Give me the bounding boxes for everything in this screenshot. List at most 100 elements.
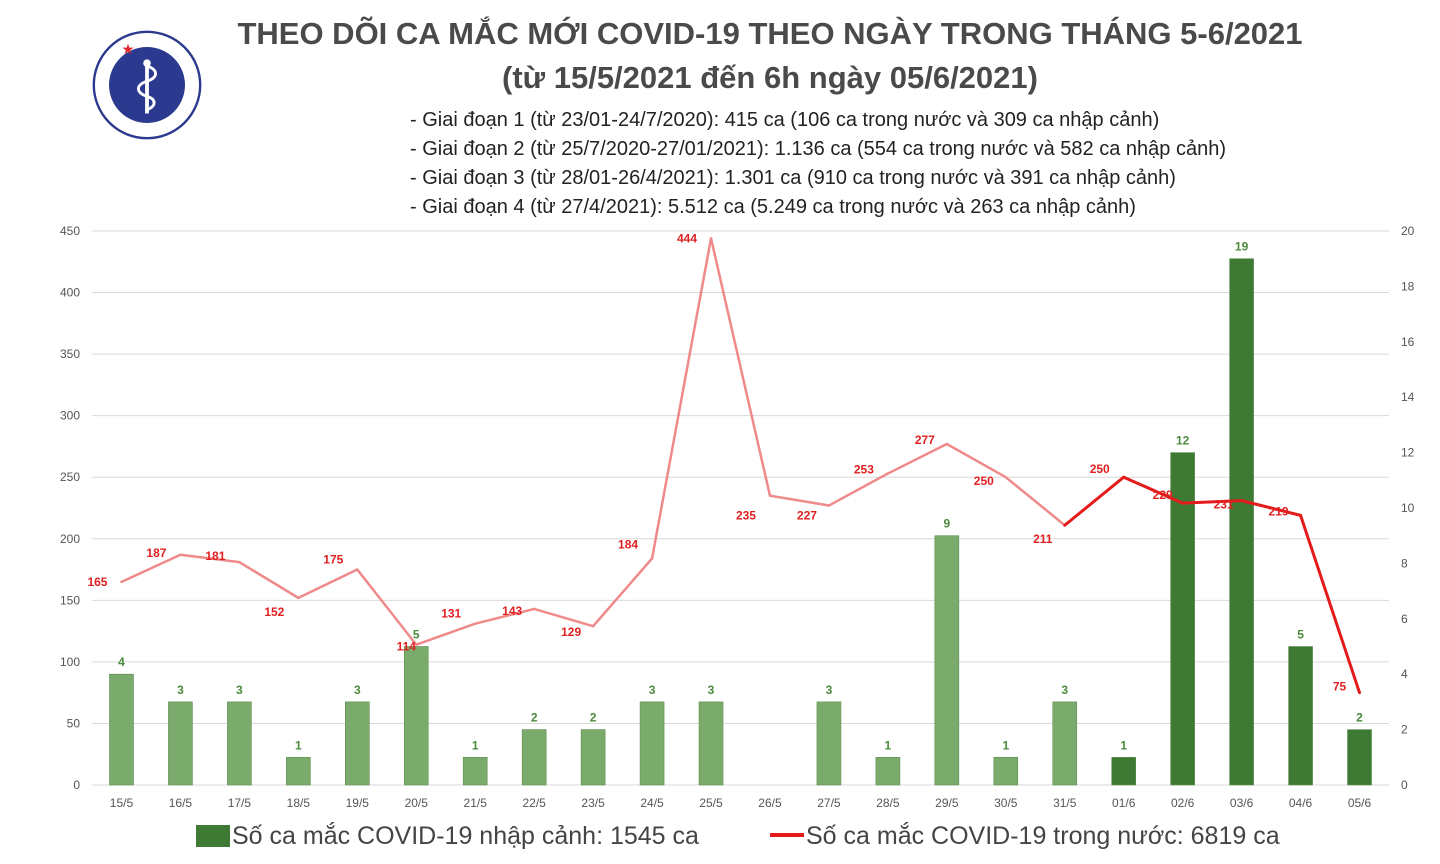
bar-data-label: 5 <box>413 628 420 642</box>
bar-imported-cases <box>875 756 901 786</box>
chart-subtitle: (từ 15/5/2021 đến 6h ngày 05/6/2021) <box>502 60 1038 95</box>
bar-data-label: 1 <box>295 738 302 752</box>
line-data-label: 114 <box>397 640 417 654</box>
line-segment-domestic-cases <box>1122 475 1185 505</box>
line-segment-domestic-cases <box>827 472 890 507</box>
line-data-label: 219 <box>1269 504 1289 518</box>
x-axis-tick-label: 29/5 <box>935 796 959 810</box>
bar-imported-cases <box>109 673 134 786</box>
line-segment-domestic-cases <box>945 442 1008 479</box>
line-data-label: 277 <box>915 433 935 447</box>
line-data-label: 181 <box>205 549 225 563</box>
line-segment-domestic-cases <box>591 557 654 628</box>
bar-data-label: 4 <box>118 655 125 669</box>
legend-line-swatch <box>770 833 804 837</box>
bar-imported-cases <box>1111 756 1137 786</box>
line-data-label: 187 <box>146 546 166 560</box>
line-segment-domestic-cases <box>650 237 713 560</box>
right-axis-tick-label: 18 <box>1401 279 1415 293</box>
legend-bar-swatch <box>196 825 230 847</box>
x-axis-tick-label: 17/5 <box>228 796 252 810</box>
right-axis-tick-label: 16 <box>1401 335 1415 349</box>
line-data-label: 184 <box>618 537 638 551</box>
x-axis-tick-label: 01/6 <box>1112 796 1136 810</box>
line-data-label: 143 <box>502 604 522 618</box>
x-axis-tick-label: 04/6 <box>1289 796 1313 810</box>
bar-imported-cases <box>639 701 665 786</box>
line-data-label: 253 <box>854 463 874 477</box>
phase-summary-list: - Giai đoạn 1 (từ 23/01-24/7/2020): 415 … <box>410 106 1226 222</box>
left-axis-tick-label: 250 <box>60 470 80 484</box>
legend-line: Số ca mắc COVID-19 trong nước: 6819 ca <box>770 822 1280 851</box>
x-axis-tick-label: 22/5 <box>522 796 546 810</box>
right-axis-tick-label: 10 <box>1401 501 1415 515</box>
bar-data-label: 1 <box>1120 738 1127 752</box>
line-data-label: 444 <box>677 231 697 245</box>
line-segment-domestic-cases <box>473 607 536 625</box>
bar-data-label: 1 <box>472 738 479 752</box>
line-data-label: 211 <box>1033 532 1053 546</box>
line-data-label: 129 <box>561 625 581 639</box>
x-axis-tick-label: 15/5 <box>110 796 134 810</box>
bar-data-label: 3 <box>1061 683 1068 697</box>
line-data-label: 250 <box>974 474 994 488</box>
bar-imported-cases <box>521 729 547 786</box>
phase-4-summary: - Giai đoạn 4 (từ 27/4/2021): 5.512 ca (… <box>410 196 1136 218</box>
line-segment-domestic-cases <box>415 622 477 646</box>
left-axis-tick-label: 0 <box>73 778 80 792</box>
phase-2-summary: - Giai đoạn 2 (từ 25/7/2020-27/01/2021):… <box>410 138 1226 160</box>
line-segment-domestic-cases <box>768 494 831 507</box>
left-axis-tick-label: 200 <box>60 532 80 546</box>
line-segment-domestic-cases <box>1299 513 1362 695</box>
bar-imported-cases <box>1229 258 1254 786</box>
bar-data-label: 3 <box>708 683 715 697</box>
right-axis-tick-label: 20 <box>1401 224 1415 238</box>
line-data-label: 165 <box>87 575 107 589</box>
bar-data-label: 5 <box>1297 628 1304 642</box>
left-axis-tick-label: 100 <box>60 655 80 669</box>
bar-imported-cases <box>580 729 606 786</box>
bar-data-label: 9 <box>943 517 950 531</box>
bar-data-label: 1 <box>1002 738 1009 752</box>
x-axis-tick-label: 05/6 <box>1348 796 1372 810</box>
bar-imported-cases <box>993 756 1019 786</box>
line-segment-domestic-cases <box>886 442 949 475</box>
line-segment-domestic-cases <box>179 553 241 564</box>
bar-data-label: 2 <box>590 711 597 725</box>
line-data-label: 235 <box>736 509 756 523</box>
right-axis-tick-label: 0 <box>1401 778 1408 792</box>
bar-imported-cases <box>403 646 429 786</box>
bar-imported-cases <box>168 701 193 786</box>
right-axis-tick-label: 12 <box>1401 446 1415 460</box>
line-data-label: 131 <box>441 607 461 621</box>
x-axis-tick-label: 20/5 <box>405 796 429 810</box>
line-segment-domestic-cases <box>297 568 359 600</box>
line-data-label: 250 <box>1090 462 1110 476</box>
right-axis-tick-label: 8 <box>1401 556 1408 570</box>
right-axis-tick-label: 14 <box>1401 390 1415 404</box>
left-axis-tick-label: 350 <box>60 347 80 361</box>
bar-imported-cases <box>462 756 488 786</box>
phase-3-summary: - Giai đoạn 3 (từ 28/01-26/4/2021): 1.30… <box>410 167 1176 189</box>
line-segment-domestic-cases <box>120 553 182 584</box>
left-axis-tick-label: 450 <box>60 224 80 238</box>
bar-data-label: 3 <box>826 683 833 697</box>
right-axis-tick-label: 4 <box>1401 667 1408 681</box>
bar-data-label: 3 <box>354 683 361 697</box>
x-axis-tick-label: 02/6 <box>1171 796 1195 810</box>
x-axis-tick-label: 30/5 <box>994 796 1018 810</box>
x-axis-tick-label: 03/6 <box>1230 796 1254 810</box>
x-axis-tick-label: 31/5 <box>1053 796 1077 810</box>
bar-data-label: 2 <box>531 711 538 725</box>
line-segment-domestic-cases <box>238 560 300 600</box>
line-segment-domestic-cases <box>356 568 418 646</box>
legend-line-label: Số ca mắc COVID-19 trong nước: 6819 ca <box>806 822 1280 850</box>
x-axis-tick-label: 23/5 <box>581 796 605 810</box>
line-segment-domestic-cases <box>1063 475 1126 527</box>
bar-data-label: 2 <box>1356 711 1363 725</box>
line-data-label: 229 <box>1153 488 1173 502</box>
bar-imported-cases <box>816 701 842 786</box>
x-axis-tick-label: 25/5 <box>699 796 723 810</box>
line-segment-domestic-cases <box>1181 499 1244 505</box>
